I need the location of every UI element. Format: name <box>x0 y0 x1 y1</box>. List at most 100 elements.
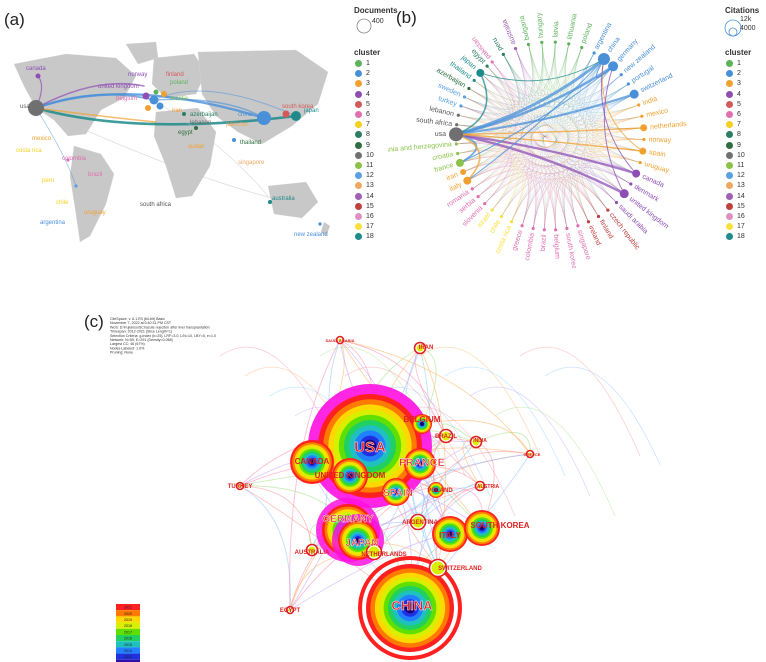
country-label: australia <box>501 18 517 45</box>
country-label: peru <box>491 36 504 52</box>
node-australia <box>513 46 518 51</box>
cluster-label: 8 <box>737 131 741 139</box>
node-uk <box>142 92 150 100</box>
map-label-usa: usa <box>20 104 30 110</box>
map-label-azerbaijan: azerbaijan <box>190 112 218 118</box>
node-italy <box>463 176 472 185</box>
node-switzerland <box>629 89 639 99</box>
cluster-label: 8 <box>366 131 370 139</box>
node-label: AUSTRALIA <box>295 550 330 556</box>
map-label-belgium: belgium <box>116 96 137 102</box>
node-romania <box>470 187 474 191</box>
cluster-legend-item: 3 <box>726 80 741 88</box>
node-israel <box>490 208 494 212</box>
node-ireland <box>586 220 591 224</box>
cluster-label: 18 <box>366 233 374 241</box>
node-greece <box>520 224 524 228</box>
node-japan <box>291 111 301 121</box>
node-india <box>637 103 641 107</box>
node-poland <box>428 482 444 498</box>
node-france <box>455 158 464 167</box>
cluster-label: 3 <box>737 80 741 88</box>
cluster-label: 11 <box>366 162 374 169</box>
node-brazil <box>542 228 546 232</box>
map-label-costa-rica: costa rica <box>16 148 42 154</box>
meta-line: Pruning: None <box>110 351 133 355</box>
node-croatia <box>456 151 460 156</box>
panel-label-c: (c) <box>84 312 104 331</box>
panel-b-size-legend <box>724 19 742 37</box>
map-label-new-zealand: new zealand <box>294 232 328 238</box>
year-label: 2014 <box>124 649 132 653</box>
map-label-norway: norway <box>128 72 147 78</box>
continents <box>13 41 331 243</box>
node-usa <box>28 100 44 116</box>
cluster-legend-item: 16 <box>726 213 745 220</box>
country-label: hungary <box>536 12 545 38</box>
asia <box>197 49 329 145</box>
country-label: greece <box>511 229 524 252</box>
node-pakistan <box>490 60 494 64</box>
cluster-legend-item: 15 <box>355 202 374 210</box>
node-south-korea <box>282 110 290 118</box>
meta-line: CiteSpace, v. 6.1.R3 (64-bit) Basic <box>110 317 165 321</box>
node-label: ITALY <box>439 531 461 540</box>
node-hungary <box>540 40 544 44</box>
map-label-thailand: thailand <box>240 140 261 146</box>
node-bosnia-and-herzegovina <box>454 142 458 146</box>
country-label: chile <box>489 219 502 235</box>
cluster-dot-icon <box>355 60 362 67</box>
country-label: norway <box>648 137 671 145</box>
cluster-legend-item: 13 <box>355 182 374 190</box>
new-zealand <box>320 221 331 237</box>
map-label-lebanon: lebanon <box>190 120 211 126</box>
node-saudi-arabia <box>614 200 619 205</box>
map-label-south-korea: south korea <box>282 104 314 110</box>
country-label: singapore <box>576 229 592 261</box>
cluster-legend-item: 4 <box>726 90 741 98</box>
cluster-legend-item: 5 <box>355 100 370 108</box>
node-label: ARGENTINA <box>402 520 438 526</box>
year-label: 2021 <box>124 606 132 610</box>
cluster-label: 10 <box>366 151 374 159</box>
panel-b-size-title: Citations <box>725 6 760 15</box>
node-label: USA <box>354 439 386 456</box>
node-costa-rica <box>509 220 514 224</box>
panel-label-b: (b) <box>396 8 417 27</box>
cluster-label: 2 <box>737 70 741 78</box>
europe <box>151 53 207 99</box>
node-label: CHINA <box>391 598 433 613</box>
node-japan <box>332 514 384 566</box>
node-turkey <box>459 104 463 108</box>
node-label: POLAND <box>427 488 453 494</box>
node-china <box>257 111 271 125</box>
node-canada <box>35 73 41 79</box>
node-finland <box>596 214 601 219</box>
node-spain <box>639 147 647 155</box>
network-links <box>455 42 644 230</box>
node-peru <box>501 52 505 56</box>
map-label-mexico: mexico <box>32 136 52 142</box>
map-label-colombia: colombia <box>62 156 87 162</box>
year-label: 2019 <box>124 618 132 622</box>
country-label: poland <box>580 22 594 44</box>
node-new-zealand <box>619 73 623 77</box>
panel-b-cluster-title: cluster <box>725 48 752 57</box>
node-label: TURKEY <box>228 484 253 490</box>
greenland <box>125 41 159 65</box>
map-nodes <box>28 73 322 226</box>
cluster-dot-icon <box>726 223 733 231</box>
node-china <box>358 556 462 660</box>
country-label: south korea <box>564 232 577 268</box>
node-turkey <box>235 481 245 491</box>
map-label-canada: canada <box>26 66 46 72</box>
node-sweden <box>462 95 467 99</box>
node-italy <box>432 516 468 552</box>
cluster-legend-item: 5 <box>726 100 741 108</box>
cluster-legend-item: 7 <box>726 121 741 129</box>
map-label-peru: peru <box>42 178 54 184</box>
cluster-dot-icon <box>726 90 733 98</box>
south-america <box>69 145 115 243</box>
country-label: lithuania <box>567 13 579 40</box>
